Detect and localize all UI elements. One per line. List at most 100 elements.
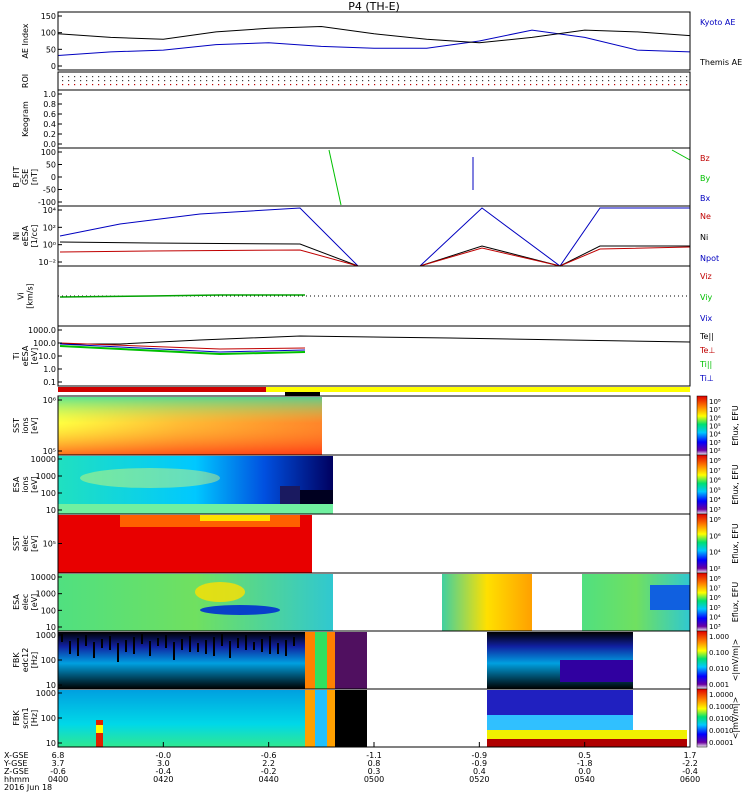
roi-dot [680, 76, 682, 78]
roi-dot [212, 84, 214, 86]
roi-dot [422, 80, 424, 82]
roi-dot [134, 84, 136, 86]
roi-dot [170, 84, 172, 86]
roi-dot [578, 84, 580, 86]
temp-te-par [60, 335, 691, 345]
roi-dot [632, 76, 634, 78]
fbk-e-stripe [205, 640, 207, 654]
colorbar-tick-label: 10⁸ [709, 575, 721, 583]
time-tick-label: 0500 [364, 775, 384, 784]
legend-label: Ni [700, 233, 708, 242]
roi-dot [686, 84, 688, 86]
esa-elec-segment-2 [442, 574, 532, 631]
fbk-e-tail [335, 632, 367, 689]
roi-dot [200, 76, 202, 78]
fbk-e-stripe [93, 642, 95, 658]
roi-dot [674, 76, 676, 78]
roi-dot [308, 76, 310, 78]
roi-dot [446, 76, 448, 78]
roi-dot [464, 76, 466, 78]
colorbar-tick-label: 10² [709, 565, 721, 573]
roi-dot [524, 84, 526, 86]
panel-ylabel-sst_ion: SST ions [eV] [12, 417, 39, 434]
panel-ylabel-fbk_e: FBK edc12 [Hz] [12, 648, 39, 673]
roi-dot [608, 80, 610, 82]
panel-frame-keogram [57, 89, 691, 149]
roi-dot [158, 80, 160, 82]
roi-dot [122, 76, 124, 78]
y-tick-label: 10 [46, 506, 56, 515]
colorbar-tick-label: 10⁴ [709, 431, 721, 439]
y-tick-label: 100 [41, 606, 56, 615]
y-tick-label: 100 [41, 29, 56, 38]
y-tick-label: 1.0 [43, 90, 56, 99]
roi-dot [368, 76, 370, 78]
roi-dot [536, 80, 538, 82]
y-tick-label: 150 [41, 12, 56, 21]
colorbar-tick-label: 10⁴ [709, 549, 721, 557]
fbk-e-stripe [285, 640, 287, 656]
roi-dot [128, 84, 130, 86]
y-tick-label: 1000.0 [28, 326, 56, 335]
roi-dot [212, 80, 214, 82]
legend-label: Npot [700, 254, 719, 263]
roi-dot [488, 80, 490, 82]
roi-dot [524, 80, 526, 82]
fbk-b-seg2-mid [487, 715, 633, 730]
roi-dot [506, 80, 508, 82]
colorbar-tick-label: 10⁷ [709, 406, 721, 414]
roi-dot [164, 76, 166, 78]
roi-dot [230, 84, 232, 86]
y-tick-label: 0 [51, 62, 56, 71]
esa-elec-spectrogram [58, 574, 333, 631]
roi-dot [512, 80, 514, 82]
roi-dot [326, 80, 328, 82]
roi-dot [236, 84, 238, 86]
date-label: 2016 Jun 18 [4, 783, 52, 792]
time-tick-label: 1.7 [684, 751, 697, 760]
roi-dot [296, 80, 298, 82]
legend-label: Kyoto AE [700, 18, 735, 27]
roi-dot [374, 84, 376, 86]
fbk-b-seg2-red [487, 739, 687, 747]
roi-dot [278, 84, 280, 86]
y-tick-label: 0.0 [43, 140, 56, 149]
roi-dot [140, 80, 142, 82]
roi-dot [614, 80, 616, 82]
roi-dot [350, 84, 352, 86]
roi-dot [428, 80, 430, 82]
roi-dot [452, 76, 454, 78]
roi-dot [626, 84, 628, 86]
roi-dot [350, 80, 352, 82]
roi-dot [398, 84, 400, 86]
roi-dot [596, 84, 598, 86]
roi-dot [92, 76, 94, 78]
fbk-e-stripe [229, 641, 231, 658]
roi-dot [116, 80, 118, 82]
roi-dot [638, 76, 640, 78]
roi-dot [560, 80, 562, 82]
fbk-e-stripe [157, 638, 159, 646]
panel-ylabel-bfgm: B_FIT GSE [nT] [12, 166, 39, 187]
time-tick-label: 2.2 [262, 759, 275, 768]
legend-label: Bz [700, 154, 710, 163]
legend-label: Viz [700, 272, 712, 281]
roi-dot [152, 76, 154, 78]
roi-dot [380, 80, 382, 82]
roi-dot [554, 84, 556, 86]
roi-dot [152, 84, 154, 86]
y-tick-label: 100.0 [33, 339, 56, 348]
roi-dot [428, 84, 430, 86]
axis-row-label: hhmm [4, 775, 30, 784]
roi-dot [644, 76, 646, 78]
roi-dot [182, 84, 184, 86]
y-tick-label: 1000 [36, 631, 56, 640]
roi-dot [632, 80, 634, 82]
ylabel-line: [eV] [30, 594, 39, 611]
roi-dot [662, 76, 664, 78]
roi-dot [662, 84, 664, 86]
roi-dot [554, 80, 556, 82]
roi-dot [272, 80, 274, 82]
